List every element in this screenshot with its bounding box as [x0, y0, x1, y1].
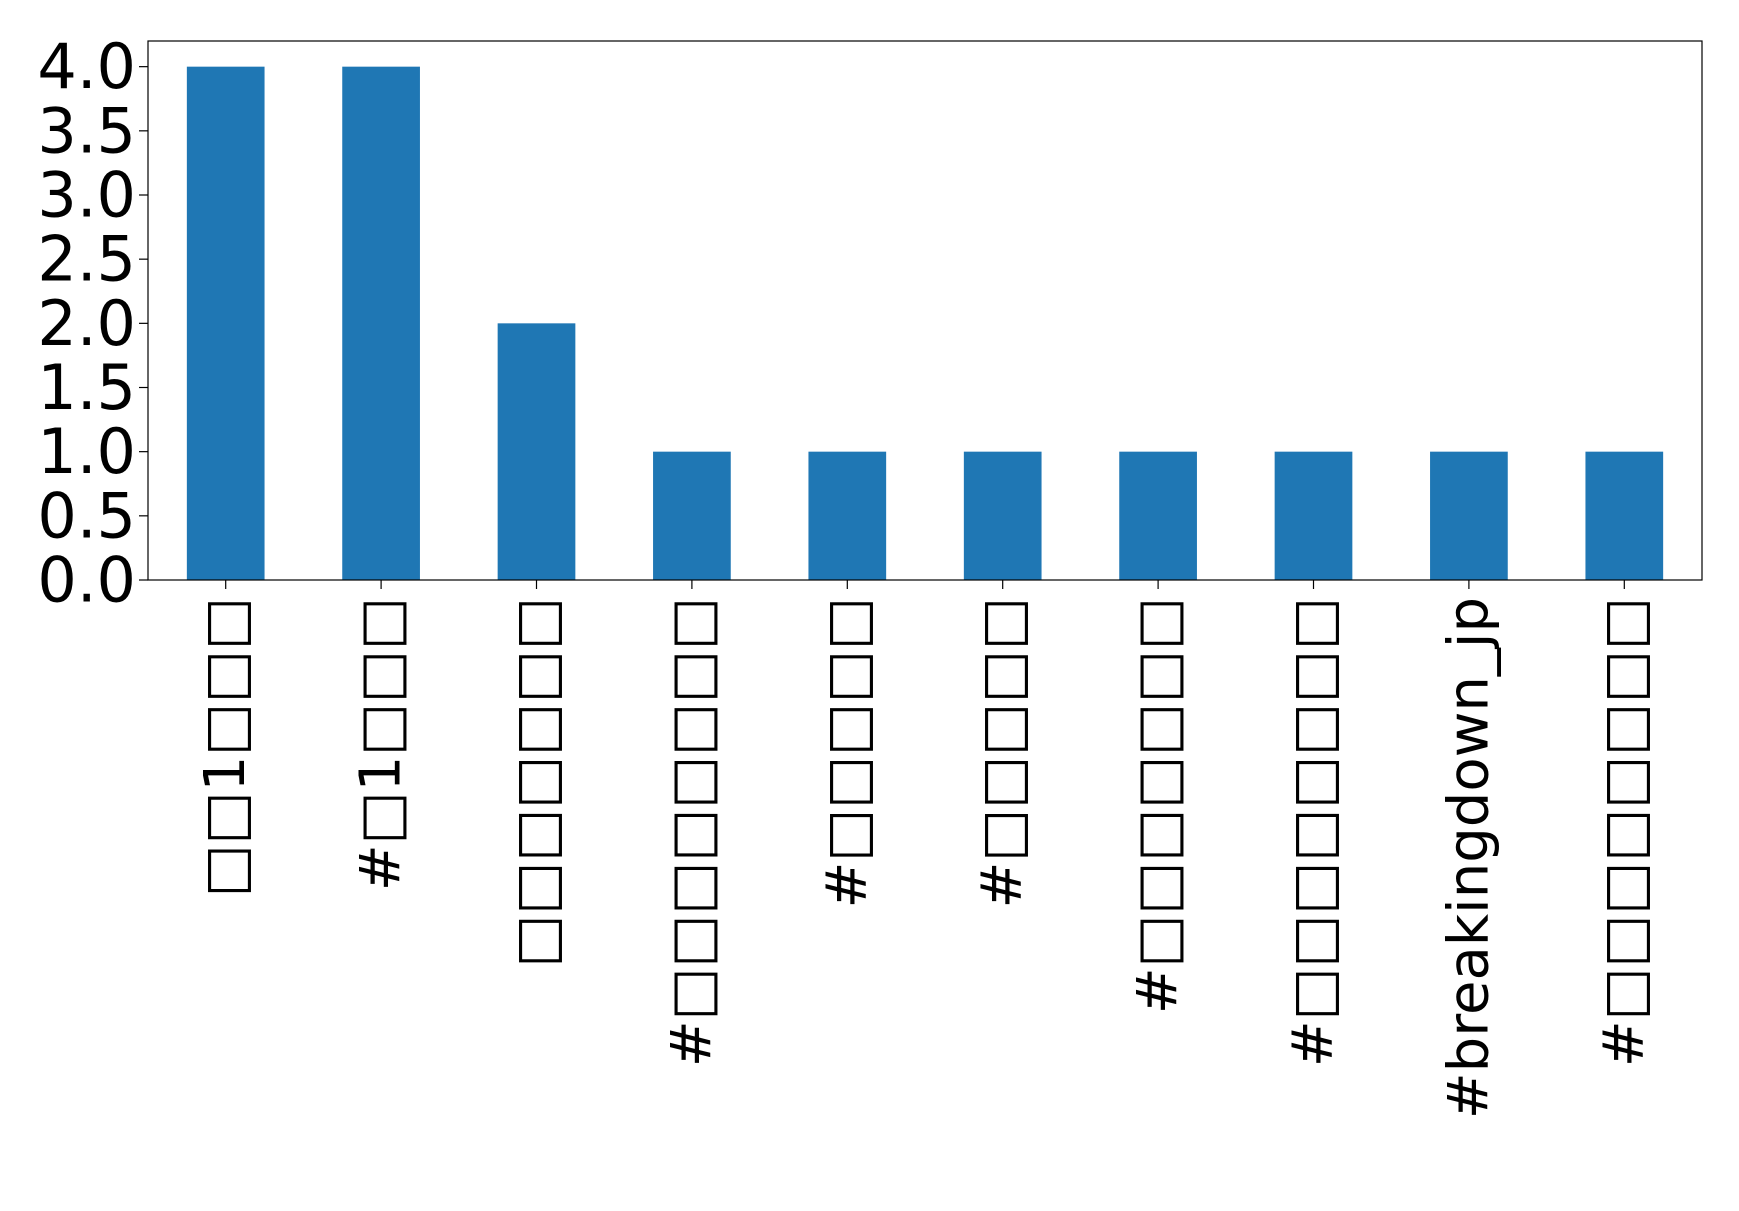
- x-tick-label-5: #□□□□□: [970, 597, 1035, 908]
- bar-3: [653, 451, 731, 580]
- y-tick-label-3: 1.5: [37, 351, 136, 424]
- bar-8: [1430, 451, 1508, 580]
- x-tick-label-1: #□1□□□: [349, 597, 414, 891]
- y-tick-label-2: 1.0: [37, 415, 136, 488]
- bar-5: [963, 451, 1042, 580]
- y-tick-label-7: 3.5: [37, 94, 136, 167]
- y-tick-label-4: 2.0: [37, 287, 136, 360]
- x-tick-label-8: #breakingdown_jp: [1436, 597, 1501, 1119]
- x-tick-label-7: #□□□□□□□□: [1281, 597, 1346, 1067]
- x-tick-label-4: #□□□□□: [815, 597, 880, 908]
- y-axis: 0.00.51.01.52.02.53.03.54.0: [37, 30, 148, 617]
- y-tick-label-0: 0.0: [37, 544, 136, 617]
- bar-4: [808, 451, 887, 580]
- bar-7: [1274, 451, 1353, 580]
- x-tick-label-6: #□□□□□□□: [1126, 597, 1191, 1014]
- x-tick-label-9: #□□□□□□□□: [1592, 597, 1657, 1067]
- x-axis: □□1□□□ #□1□□□ □□□□□□□ #□□□□□□□□ #□□□□□ #□□□□□…: [193, 580, 1657, 1119]
- x-tick-label-2: □□□□□□□: [504, 597, 569, 967]
- bar-1: [342, 66, 420, 580]
- y-tick-label-6: 3.0: [37, 159, 136, 232]
- x-tick-label-3: #□□□□□□□□: [659, 597, 724, 1067]
- plot-frame: [147, 40, 1703, 581]
- y-tick-label-5: 2.5: [37, 223, 136, 296]
- bar-0: [186, 66, 265, 580]
- y-tick-label-8: 4.0: [37, 30, 136, 103]
- bars-layer: [186, 66, 1664, 580]
- bar-2: [497, 323, 576, 580]
- y-tick-label-1: 0.5: [37, 479, 136, 552]
- x-tick-label-0: □□1□□□: [193, 597, 258, 897]
- bar-6: [1119, 451, 1197, 580]
- bar-9: [1585, 451, 1664, 580]
